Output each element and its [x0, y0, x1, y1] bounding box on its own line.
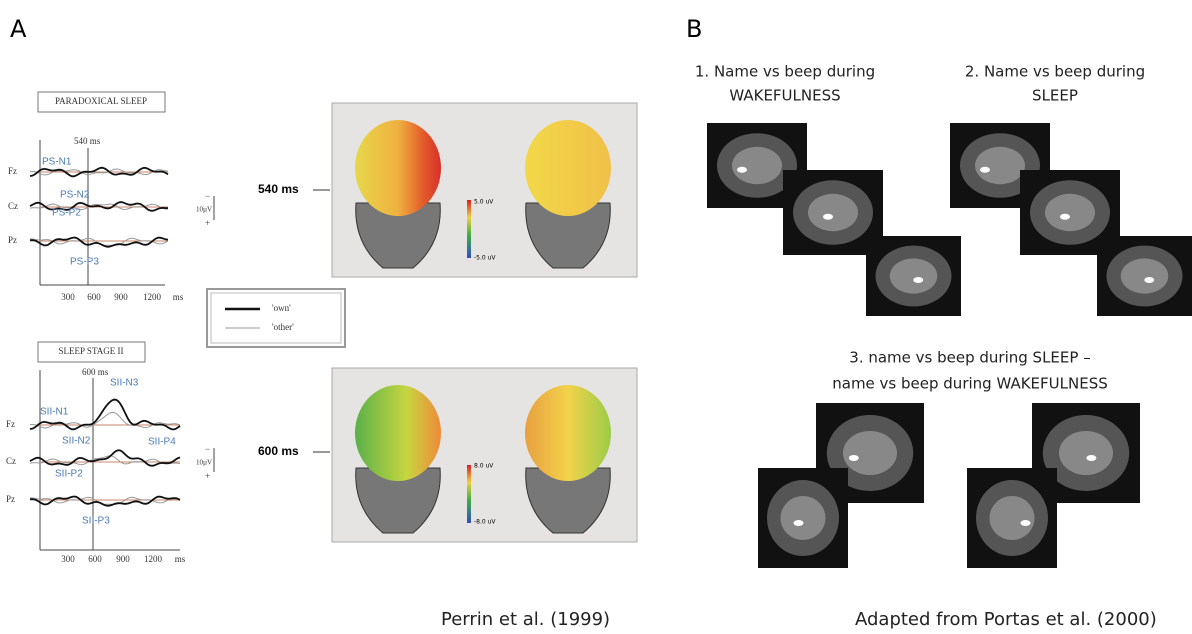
legend-text: 'other': [272, 322, 294, 332]
scale: −: [205, 444, 210, 454]
title-box: [37, 341, 146, 363]
heading: 1. Name vs beep during: [695, 63, 875, 81]
brain: [989, 496, 1035, 540]
x-tick: 600: [88, 554, 102, 564]
heading: SLEEP: [1032, 87, 1078, 105]
scalp: [525, 120, 611, 216]
legend-box: [210, 292, 342, 344]
color-bar: [467, 465, 471, 523]
legend-box: [206, 288, 346, 348]
channel: Cz: [8, 201, 18, 211]
title-box: [37, 91, 166, 113]
activation: [980, 166, 990, 173]
brain: [975, 146, 1025, 185]
map-label: 600 ms: [258, 444, 299, 458]
component: SII-P3: [82, 516, 110, 527]
brain: [732, 146, 782, 185]
x-tick: ms: [175, 554, 186, 564]
brain: [780, 496, 826, 540]
scale: 10µV: [196, 206, 212, 214]
trace-own: [29, 495, 181, 507]
panel-title: PARADOXICAL SLEEP: [55, 96, 147, 106]
heading: 2. Name vs beep during: [965, 63, 1145, 81]
x-tick: 1200: [143, 292, 162, 302]
activation: [848, 455, 859, 461]
channel: Fz: [8, 166, 17, 176]
caption: Perrin et al. (1999): [441, 609, 610, 630]
trace-own: [29, 449, 181, 467]
scale: 10µV: [196, 459, 212, 467]
panel-label: B: [686, 15, 702, 43]
map-scale: 5.0 uV: [474, 199, 494, 206]
component: SII-N3: [110, 378, 139, 389]
activation: [1060, 213, 1070, 220]
component: PS-N1: [42, 157, 72, 168]
head-mesh: [525, 202, 611, 269]
activation: [737, 166, 747, 173]
brain: [1059, 431, 1113, 475]
panel-label: A: [10, 15, 27, 43]
caption: Adapted from Portas et al. (2000): [855, 609, 1157, 630]
map-label: 540 ms: [258, 182, 299, 196]
x-tick: 300: [61, 554, 75, 564]
channel: Cz: [6, 456, 16, 466]
brain: [1045, 193, 1095, 232]
brain: [1120, 258, 1169, 294]
component: PS-N2: [60, 190, 90, 201]
map-scale: -5.0 uV: [474, 255, 496, 262]
trace-own: [29, 201, 168, 212]
x-tick: ms: [173, 292, 184, 302]
brain: [843, 431, 897, 475]
trace-own: [29, 398, 181, 431]
trace-own: [29, 236, 169, 248]
heading: name vs beep during WAKEFULNESS: [832, 375, 1108, 393]
legend-text: 'own': [272, 303, 291, 313]
map-scale: 8.0 uV: [474, 463, 494, 470]
activation: [1020, 520, 1031, 526]
trace-other: [29, 168, 169, 176]
x-tick: 600: [87, 292, 101, 302]
activation: [793, 520, 804, 526]
head-mesh: [525, 467, 611, 534]
activation: [1144, 277, 1155, 283]
component: SII-P2: [55, 469, 83, 480]
heading: WAKEFULNESS: [729, 87, 840, 105]
channel: Pz: [8, 235, 17, 245]
head-mesh: [355, 467, 441, 534]
channel: Fz: [6, 419, 15, 429]
color-bar: [467, 200, 471, 258]
panel-title: SLEEP STAGE II: [59, 346, 124, 356]
scale: +: [205, 471, 210, 481]
channel: Pz: [6, 494, 15, 504]
marker-label: 540 ms: [74, 136, 101, 146]
component: SII-P4: [148, 437, 176, 448]
head-mesh: [355, 202, 441, 269]
map-scale: -8.0 uV: [474, 519, 496, 526]
trace-own: [29, 166, 169, 178]
trace-other: [29, 455, 181, 466]
scalp: [355, 120, 441, 216]
x-tick: 1200: [144, 554, 163, 564]
activation: [1086, 455, 1097, 461]
x-tick: 900: [114, 292, 128, 302]
scalp: [355, 385, 441, 481]
heading: 3. name vs beep during SLEEP –: [849, 349, 1090, 367]
brain: [889, 258, 938, 294]
scalp: [525, 385, 611, 481]
component: SII-N1: [40, 407, 69, 418]
component: PS-P3: [70, 257, 99, 268]
activation: [823, 213, 833, 220]
activation: [913, 277, 924, 283]
scale: +: [205, 218, 210, 228]
scale: −: [205, 191, 210, 201]
component: SII-N2: [62, 436, 91, 447]
x-tick: 900: [116, 554, 130, 564]
x-tick: 300: [61, 292, 75, 302]
brain: [808, 193, 858, 232]
component: PS-P2: [52, 208, 81, 219]
marker-label: 600 ms: [82, 367, 109, 377]
